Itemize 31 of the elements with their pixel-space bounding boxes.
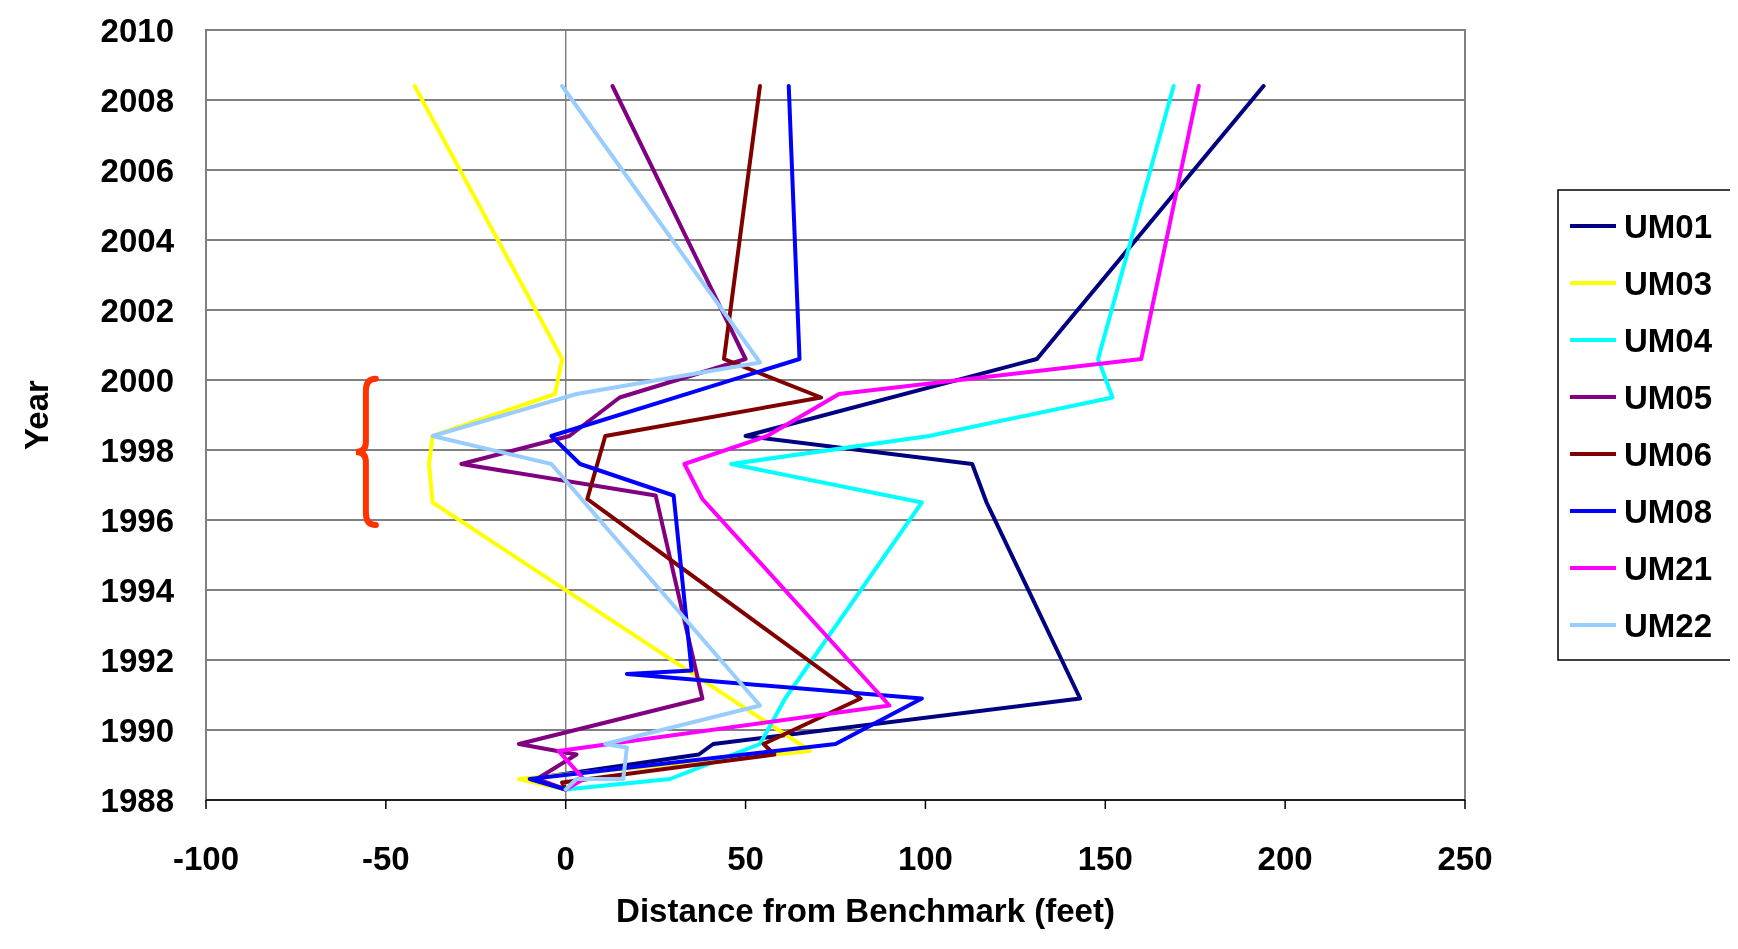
y-tick-label: 1994 [100,572,175,609]
legend-label: UM03 [1624,265,1713,302]
legend-label: UM01 [1624,208,1713,245]
y-tick-label: 2008 [100,82,174,119]
y-tick-label: 2010 [100,12,174,49]
y-tick-label: 1988 [100,782,174,819]
y-axis-title: Year [18,379,55,450]
x-tick-label: -50 [362,840,410,877]
x-tick-label: 150 [1077,840,1133,877]
y-tick-label: 2006 [100,152,174,189]
x-tick-label: 200 [1257,840,1313,877]
x-tick-label: 0 [556,840,575,877]
x-tick-label: 50 [727,840,764,877]
y-tick-label: 2002 [100,292,174,329]
legend-label: UM22 [1624,607,1713,644]
legend-label: UM08 [1624,493,1713,530]
y-tick-label: 1998 [100,432,174,469]
legend-label: UM06 [1624,436,1713,473]
y-tick-label: 1990 [100,712,174,749]
x-axis-title: Distance from Benchmark (feet) [616,892,1115,929]
legend-label: UM21 [1624,550,1713,587]
y-tick-label: 2000 [100,362,174,399]
x-tick-label: 100 [897,840,953,877]
x-tick-label: 250 [1437,840,1493,877]
legend-label: UM04 [1624,322,1713,359]
x-tick-label: -100 [172,840,240,877]
line-series [527,84,924,792]
y-tick-label: 1992 [100,642,174,679]
legend-label: UM05 [1624,379,1713,416]
y-tick-label: 1996 [100,502,174,539]
y-tick-label: 2004 [100,222,175,259]
